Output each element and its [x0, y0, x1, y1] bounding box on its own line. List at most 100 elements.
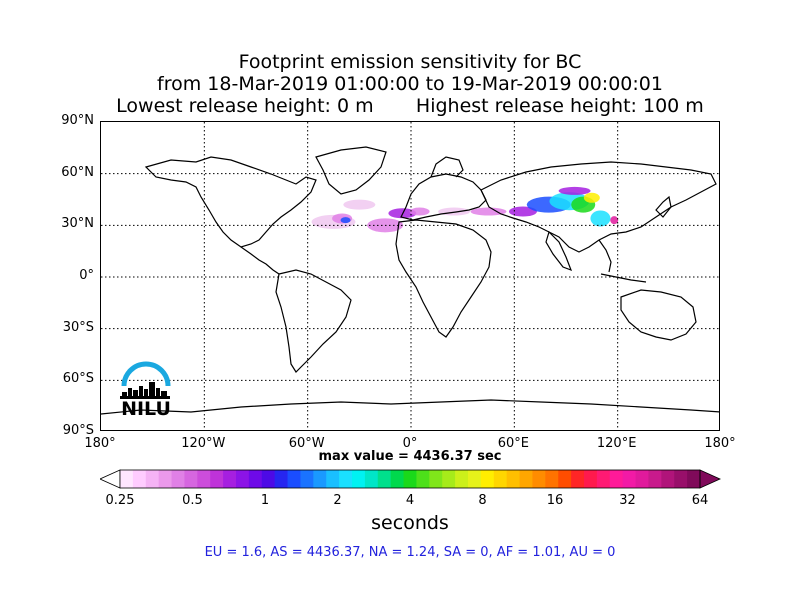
colorbar-segment: [364, 470, 379, 488]
colorbar-segment: [519, 470, 533, 488]
colorbar-segment: [674, 470, 688, 488]
colorbar-segment: [545, 470, 559, 488]
colorbar-tick-label: 1: [260, 493, 270, 508]
colorbar-segment: [132, 470, 147, 488]
antarctica-coast: [101, 399, 719, 415]
plume-blob: [590, 210, 611, 227]
colorbar-segment: [571, 470, 585, 488]
latitude-label: 30°S: [62, 319, 94, 335]
colorbar-segment: [609, 470, 624, 488]
plume-blob: [470, 207, 507, 216]
colorbar-segment: [596, 470, 611, 488]
map-title-line-3: Lowest release height: 0 m Highest relea…: [0, 95, 800, 117]
colorbar-segment: [468, 470, 482, 488]
colorbar-tick-label: 16: [546, 493, 564, 508]
colorbar-segment: [532, 470, 546, 488]
coastlines: [101, 146, 719, 415]
nilu-logo-text: NILU: [121, 398, 171, 420]
plume-blob: [343, 199, 376, 210]
colorbar-max-extend: [699, 469, 721, 489]
plume-blob: [610, 216, 619, 225]
indonesia-coast: [600, 273, 647, 283]
colorbar-border: [119, 469, 701, 489]
lowest-release-height: Lowest release height: 0 m: [116, 95, 374, 117]
north-america-coast: [144, 156, 317, 248]
greenland-coast: [315, 146, 387, 195]
plume-blob: [409, 207, 430, 216]
longitude-label: 60°W: [288, 436, 325, 451]
scandinavia-coast: [430, 156, 464, 178]
south-america-coast: [275, 269, 352, 373]
colorbar-segment: [506, 470, 521, 488]
plume-blob: [583, 192, 600, 203]
colorbar-segment: [429, 470, 443, 488]
colorbar-segment: [171, 470, 185, 488]
asia-coast: [480, 161, 717, 253]
colorbar-segment: [313, 470, 327, 488]
latitude-label: 0°: [79, 268, 94, 283]
colorbar-segment: [377, 470, 392, 488]
colorbar-tick-label: 32: [619, 493, 636, 508]
map-title-line-2: from 18-Mar-2019 01:00:00 to 19-Mar-2019…: [157, 73, 663, 95]
latitude-label: 30°N: [61, 216, 94, 232]
southeast-asia-coast: [598, 239, 612, 273]
map-panel: [100, 121, 720, 431]
longitude-label: 180°: [84, 436, 116, 451]
colorbar-segment: [558, 470, 572, 488]
colorbar-tick-label: 8: [478, 493, 487, 508]
colorbar-segment: [493, 470, 508, 488]
colorbar-segment: [442, 470, 456, 488]
central-america-coast: [240, 246, 280, 275]
colorbar-segment: [261, 470, 276, 488]
colorbar-segment: [390, 470, 405, 488]
plume-blob: [558, 186, 591, 195]
longitude-label: 180°: [704, 436, 736, 451]
world-map: [101, 122, 719, 430]
highest-release-height: Highest release height: 100 m: [415, 95, 704, 117]
australia-coast: [620, 289, 697, 341]
latitude-label: 90°N: [61, 113, 94, 128]
japan-coast: [655, 195, 672, 218]
colorbar-segment: [145, 470, 160, 488]
colorbar-segment: [661, 470, 675, 488]
colorbar: [100, 469, 721, 489]
plume-blob: [340, 217, 351, 224]
colorbar-segment: [158, 470, 173, 488]
colorbar-segment: [184, 470, 198, 488]
colorbar-segment: [120, 470, 134, 488]
nilu-logo: [120, 361, 171, 399]
colorbar-segment: [635, 470, 649, 488]
india-coast: [545, 230, 573, 272]
colorbar-segment: [480, 470, 495, 488]
colorbar-min-extend: [100, 469, 121, 489]
colorbar-segment: [403, 470, 417, 488]
colorbar-tick-label: 64: [691, 493, 709, 508]
colorbar-segment: [300, 470, 314, 488]
colorbar-tick-label: 2: [333, 493, 342, 508]
latitude-label: 60°N: [61, 164, 94, 180]
colorbar-segment: [223, 470, 237, 488]
colorbar-label: seconds: [371, 512, 449, 534]
longitude-label: 120°E: [596, 436, 637, 451]
colorbar-segment: [236, 470, 250, 488]
colorbar-segment: [197, 470, 211, 488]
africa-coast: [395, 219, 492, 338]
longitude-label: 0°: [402, 436, 418, 451]
colorbar-segment: [339, 470, 353, 488]
colorbar-segment: [248, 470, 263, 488]
colorbar-segment: [455, 470, 469, 488]
colorbar-segment: [210, 470, 224, 488]
latitude-label: 60°S: [62, 371, 94, 387]
graticule: [101, 122, 719, 430]
colorbar-segment: [352, 470, 366, 488]
colorbar-segment: [416, 470, 430, 488]
colorbar-segment: [622, 470, 637, 488]
colorbar-segment: [287, 470, 301, 488]
colorbar-segment: [584, 470, 598, 488]
colorbar-segment: [648, 470, 662, 488]
colorbar-tick-label: 4: [405, 493, 415, 508]
colorbar-tick-label: 0.25: [105, 493, 135, 508]
map-title-line-1: Footprint emission sensitivity for BC: [238, 51, 582, 73]
colorbar-tick-label: 0.5: [182, 493, 203, 508]
region-summary: EU = 1.6, AS = 4436.37, NA = 1.24, SA = …: [204, 545, 616, 560]
